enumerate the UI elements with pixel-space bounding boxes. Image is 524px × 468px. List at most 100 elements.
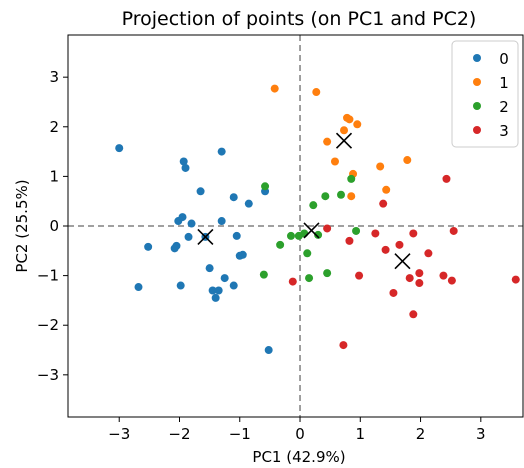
data-point-cluster-3 bbox=[389, 288, 398, 297]
data-point-cluster-1 bbox=[382, 185, 391, 194]
legend-label: 0 bbox=[499, 50, 509, 68]
centroid-stroke bbox=[394, 253, 411, 270]
data-point-cluster-3 bbox=[381, 245, 390, 254]
x-tick-label: 3 bbox=[476, 425, 486, 443]
x-axis-label: PC1 (42.9%) bbox=[252, 448, 345, 466]
centroid-marker bbox=[394, 253, 411, 270]
data-point-cluster-1 bbox=[353, 120, 362, 129]
data-point-cluster-3 bbox=[379, 199, 388, 208]
legend-marker bbox=[473, 78, 481, 86]
data-point-cluster-0 bbox=[115, 144, 124, 153]
data-point-cluster-0 bbox=[217, 147, 226, 156]
data-point-cluster-0 bbox=[214, 286, 223, 295]
x-axis: −3 −2 −1 0 1 2 3 bbox=[108, 417, 486, 443]
data-point-cluster-3 bbox=[323, 224, 332, 233]
legend-marker bbox=[473, 54, 481, 62]
y-tick-label: 3 bbox=[49, 68, 59, 86]
legend-box bbox=[451, 40, 519, 148]
data-point-cluster-0 bbox=[179, 157, 188, 166]
data-point-cluster-2 bbox=[323, 269, 332, 278]
data-point-cluster-2 bbox=[347, 174, 356, 183]
y-tick-label: −3 bbox=[37, 366, 59, 384]
data-point-cluster-3 bbox=[355, 271, 364, 280]
data-point-cluster-3 bbox=[415, 279, 424, 288]
x-tick-label: −3 bbox=[108, 425, 130, 443]
data-point-cluster-2 bbox=[259, 270, 268, 279]
data-point-cluster-2 bbox=[305, 274, 314, 283]
data-point-cluster-3 bbox=[511, 275, 520, 284]
x-tick-label: −1 bbox=[229, 425, 251, 443]
data-point-cluster-0 bbox=[172, 241, 181, 250]
data-point-cluster-3 bbox=[288, 277, 297, 286]
data-point-cluster-0 bbox=[196, 187, 205, 196]
data-point-cluster-3 bbox=[442, 174, 451, 183]
data-point-cluster-3 bbox=[405, 274, 414, 283]
data-point-cluster-0 bbox=[144, 242, 153, 251]
data-point-cluster-1 bbox=[403, 156, 412, 165]
y-axis-label: PC2 (25.5%) bbox=[13, 179, 31, 272]
data-point-cluster-0 bbox=[184, 232, 193, 241]
data-point-cluster-3 bbox=[339, 341, 348, 350]
legend-marker bbox=[473, 102, 481, 110]
legend-label: 1 bbox=[499, 74, 509, 92]
data-point-cluster-1 bbox=[323, 137, 332, 146]
data-point-cluster-1 bbox=[312, 88, 321, 97]
data-point-cluster-2 bbox=[303, 249, 312, 258]
data-point-cluster-1 bbox=[270, 84, 279, 93]
data-point-cluster-0 bbox=[181, 163, 190, 172]
y-axis: −3 −2 −1 0 1 2 3 bbox=[37, 68, 68, 384]
data-point-cluster-3 bbox=[409, 310, 418, 319]
data-point-cluster-1 bbox=[330, 157, 339, 166]
data-point-cluster-2 bbox=[321, 192, 330, 201]
x-tick-label: 2 bbox=[416, 425, 426, 443]
data-point-cluster-2 bbox=[300, 229, 309, 238]
centroid-marker bbox=[197, 228, 214, 245]
data-point-cluster-3 bbox=[345, 236, 354, 245]
data-point-cluster-3 bbox=[415, 269, 424, 278]
data-point-cluster-0 bbox=[176, 281, 185, 290]
x-tick-label: 1 bbox=[356, 425, 366, 443]
data-point-cluster-3 bbox=[371, 229, 380, 238]
data-point-cluster-0 bbox=[187, 219, 196, 228]
data-point-cluster-1 bbox=[376, 162, 385, 171]
x-tick-label: 0 bbox=[295, 425, 305, 443]
data-point-cluster-0 bbox=[220, 274, 229, 283]
legend: 0 1 2 3 bbox=[451, 40, 519, 148]
legend-label: 2 bbox=[499, 98, 509, 116]
data-point-cluster-0 bbox=[264, 346, 273, 355]
data-point-cluster-0 bbox=[211, 293, 220, 302]
data-point-cluster-2 bbox=[352, 226, 361, 235]
y-tick-label: −1 bbox=[37, 267, 59, 285]
centroid-marker bbox=[335, 132, 353, 149]
data-point-cluster-0 bbox=[178, 213, 187, 222]
chart-title: Projection of points (on PC1 and PC2) bbox=[122, 8, 477, 30]
data-point-cluster-0 bbox=[134, 283, 143, 292]
data-point-cluster-3 bbox=[449, 226, 458, 235]
data-point-cluster-3 bbox=[447, 276, 456, 285]
y-tick-label: 0 bbox=[49, 217, 59, 235]
data-point-cluster-3 bbox=[395, 240, 404, 249]
y-tick-label: 2 bbox=[49, 118, 59, 136]
data-point-cluster-0 bbox=[217, 217, 226, 226]
data-point-cluster-2 bbox=[286, 231, 295, 240]
data-point-cluster-2 bbox=[276, 240, 285, 249]
data-point-cluster-2 bbox=[337, 190, 345, 199]
y-tick-label: −2 bbox=[37, 316, 59, 334]
plot-area bbox=[68, 35, 523, 417]
data-point-cluster-0 bbox=[229, 281, 238, 290]
data-point-cluster-3 bbox=[409, 229, 418, 238]
data-point-cluster-1 bbox=[345, 115, 354, 124]
data-point-cluster-3 bbox=[424, 249, 433, 258]
data-point-cluster-1 bbox=[340, 126, 349, 135]
data-point-cluster-0 bbox=[232, 231, 241, 240]
centroid-stroke bbox=[303, 222, 320, 239]
centroid-stroke bbox=[335, 132, 353, 149]
data-point-cluster-0 bbox=[244, 199, 253, 208]
data-point-cluster-2 bbox=[309, 201, 318, 210]
legend-marker bbox=[473, 126, 481, 134]
y-tick-label: 1 bbox=[49, 167, 59, 185]
data-point-cluster-1 bbox=[347, 192, 356, 201]
data-point-cluster-0 bbox=[208, 286, 217, 295]
data-point-cluster-2 bbox=[261, 182, 270, 191]
